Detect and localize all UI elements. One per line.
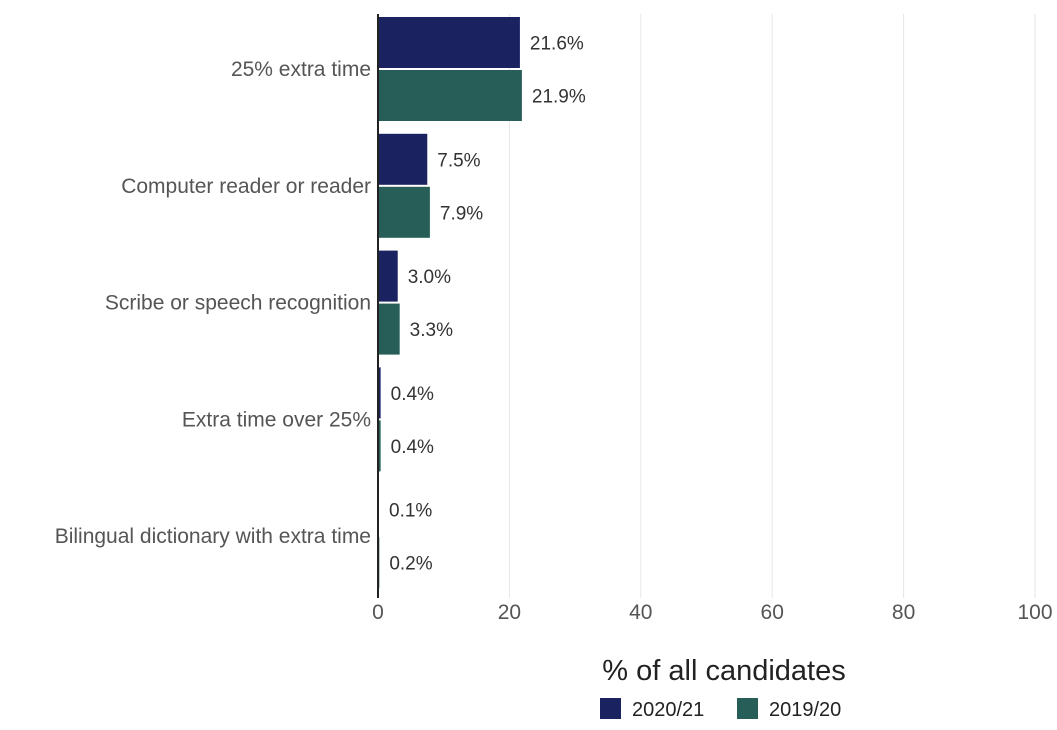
- bar-series-1: [378, 250, 398, 302]
- data-label: 0.1%: [389, 501, 432, 522]
- x-tick-label: 20: [498, 601, 521, 624]
- category-label: Scribe or speech recognition: [105, 292, 371, 315]
- category-label: 25% extra time: [231, 58, 371, 81]
- category-label: Extra time over 25%: [182, 408, 371, 431]
- x-axis-title: % of all candidates: [602, 655, 845, 687]
- legend-label: 2019/20: [769, 699, 841, 721]
- legend-label: 2020/21: [632, 699, 704, 721]
- category-label: Bilingual dictionary with extra time: [55, 525, 371, 548]
- bar-series-2: [378, 420, 381, 472]
- legend-swatch: [600, 698, 621, 719]
- gridlines: [508, 14, 1036, 598]
- x-tick-label: 80: [892, 601, 915, 624]
- bar-series-2: [378, 186, 430, 238]
- data-label: 0.4%: [391, 437, 434, 458]
- legend-swatch: [737, 698, 758, 719]
- bar-series-1: [378, 367, 381, 419]
- category-labels: 25% extra time Computer reader or reader S…: [55, 58, 371, 548]
- bar-series-2: [378, 70, 522, 121]
- data-label: 21.6%: [530, 34, 584, 55]
- x-tick-label: 60: [761, 601, 784, 624]
- data-label: 21.9%: [532, 87, 586, 108]
- x-tick-label: 0: [372, 601, 384, 624]
- data-label: 3.3%: [410, 320, 453, 341]
- x-tick-label: 100: [1017, 601, 1052, 624]
- data-label: 3.0%: [408, 267, 451, 288]
- category-label: Computer reader or reader: [121, 175, 371, 198]
- data-label: 0.4%: [391, 384, 434, 405]
- bar-series-1: [378, 133, 428, 185]
- bar-series-1: [378, 17, 520, 68]
- x-axis-ticks: 0 20 40 60 80 100: [372, 601, 1052, 624]
- bar-series-2: [378, 303, 400, 355]
- bars: [378, 17, 522, 589]
- data-label: 7.5%: [437, 150, 480, 171]
- x-tick-label: 40: [629, 601, 652, 624]
- legend: 2020/21 2019/20: [600, 698, 841, 721]
- data-label: 7.9%: [440, 203, 483, 224]
- value-labels: 21.6% 21.9% 7.5% 7.9% 3.0% 3.3% 0.4% 0.4% 0.1% 0.…: [389, 34, 586, 575]
- data-label: 0.2%: [389, 554, 432, 575]
